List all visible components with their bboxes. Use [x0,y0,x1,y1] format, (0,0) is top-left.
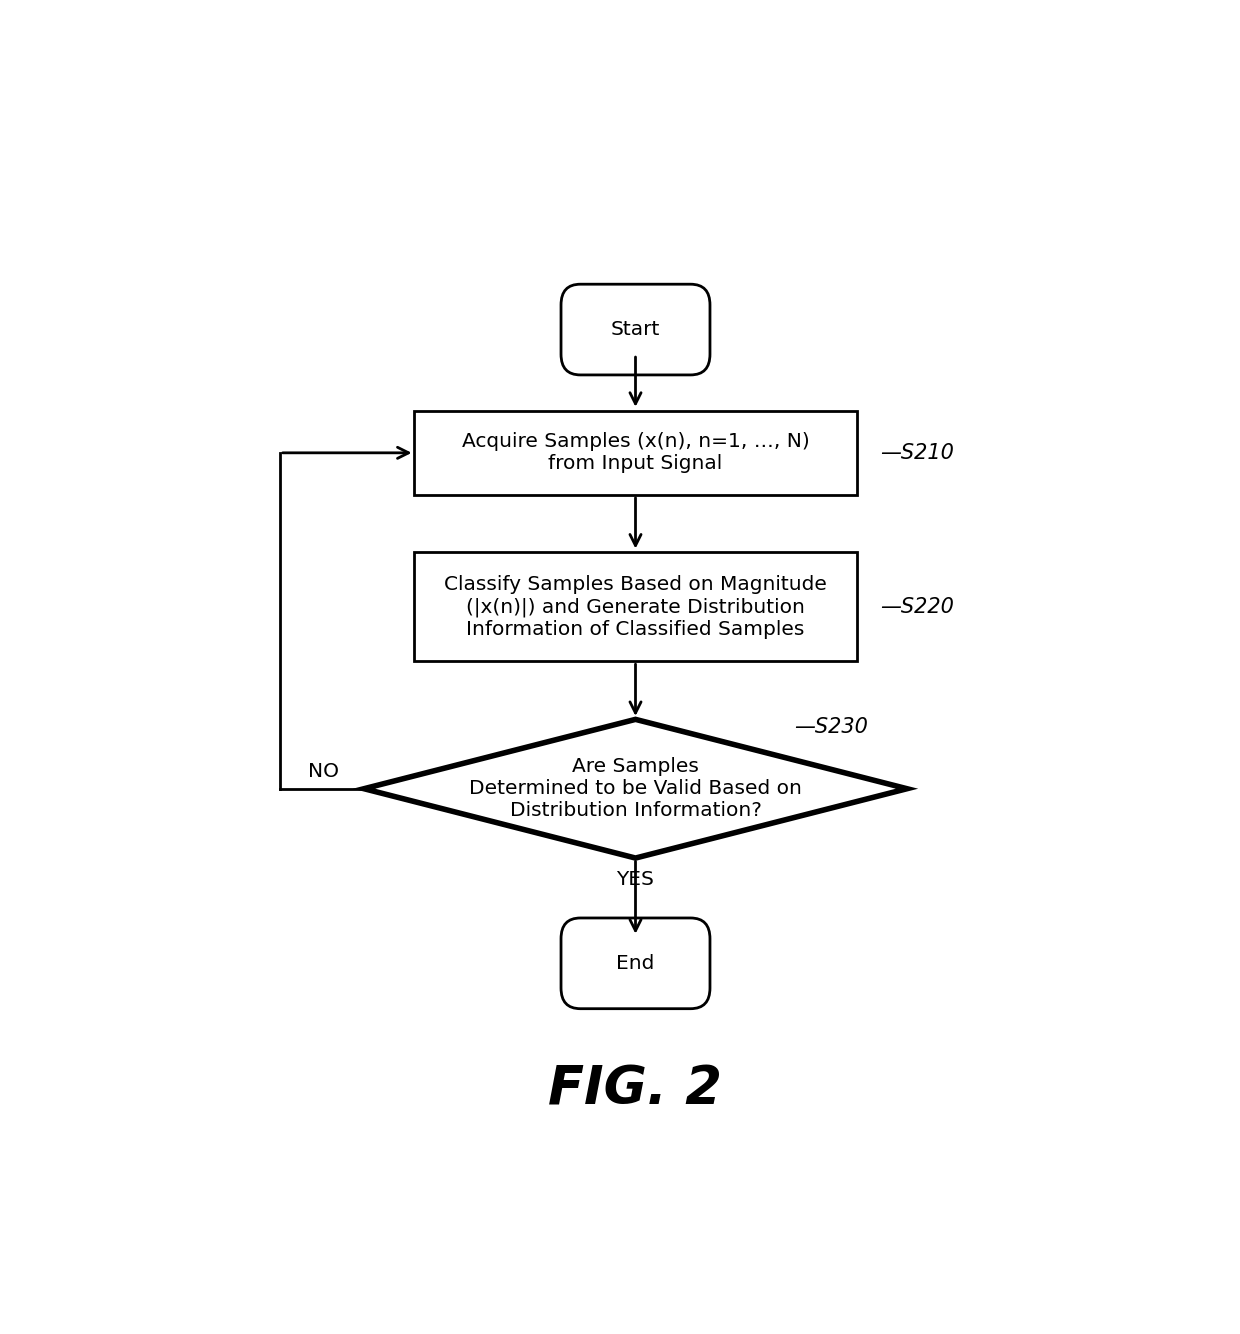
Text: Start: Start [611,320,660,339]
Text: Acquire Samples (x(n), n=1, …, N)
from Input Signal: Acquire Samples (x(n), n=1, …, N) from I… [461,432,810,474]
FancyBboxPatch shape [560,284,711,375]
Text: —S230: —S230 [794,718,868,738]
Text: FIG. 2: FIG. 2 [548,1063,723,1115]
Text: —S220: —S220 [880,596,955,616]
Polygon shape [365,719,906,858]
Text: Are Samples
Determined to be Valid Based on
Distribution Information?: Are Samples Determined to be Valid Based… [469,758,802,820]
Text: —S210: —S210 [880,443,955,463]
Text: YES: YES [616,870,655,888]
FancyBboxPatch shape [560,918,711,1009]
Bar [414,552,857,662]
Text: NO: NO [308,762,339,780]
Text: End: End [616,954,655,972]
Bar [414,411,857,495]
Text: Classify Samples Based on Magnitude
(|x(n)|) and Generate Distribution
Informati: Classify Samples Based on Magnitude (|x(… [444,575,827,639]
